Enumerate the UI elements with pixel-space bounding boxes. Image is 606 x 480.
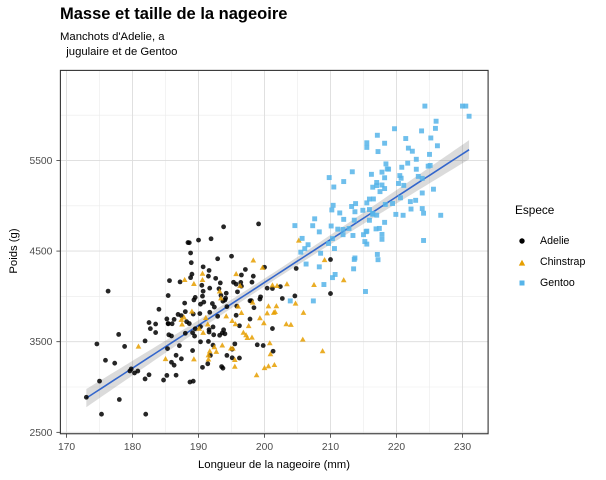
svg-text:170: 170	[58, 442, 75, 453]
svg-text:5500: 5500	[29, 156, 52, 167]
svg-text:210: 210	[322, 442, 339, 453]
svg-text:4500: 4500	[29, 247, 52, 258]
svg-text:190: 190	[190, 442, 207, 453]
svg-text:180: 180	[124, 442, 141, 453]
svg-text:2500: 2500	[29, 428, 52, 439]
svg-text:200: 200	[256, 442, 273, 453]
svg-text:230: 230	[454, 442, 471, 453]
svg-text:220: 220	[388, 442, 405, 453]
svg-text:3500: 3500	[29, 337, 52, 348]
